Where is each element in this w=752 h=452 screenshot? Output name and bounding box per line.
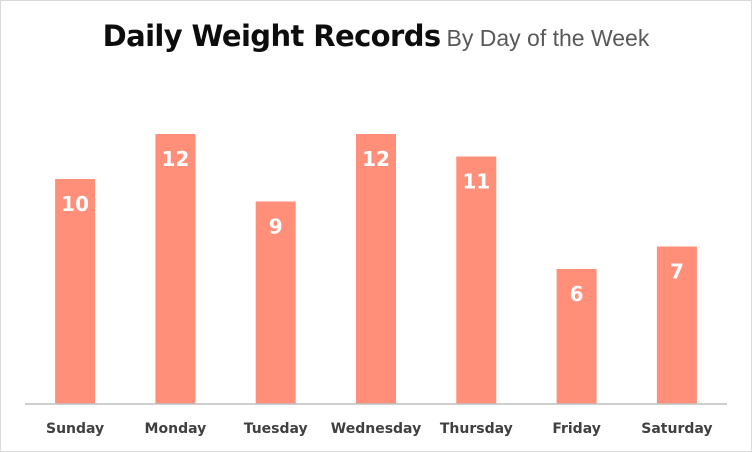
bar-friday xyxy=(556,269,597,404)
data-labels-group: 10 12 9 12 11 6 7 xyxy=(61,147,684,306)
x-tick-label-friday: Friday xyxy=(552,421,601,437)
x-tick-labels-group: Sunday Monday Tuesday Wednesday Thursday Frid… xyxy=(46,421,713,437)
chart-title-row: Daily Weight Records By Day of the Week xyxy=(1,19,751,53)
x-tick-label-saturday: Saturday xyxy=(641,421,712,437)
bar-tuesday xyxy=(255,201,296,404)
data-label-thursday: 11 xyxy=(462,170,490,194)
bar-thursday xyxy=(456,156,497,404)
data-label-wednesday: 12 xyxy=(362,147,390,171)
bar-sunday xyxy=(55,179,96,404)
chart-subtitle: By Day of the Week xyxy=(446,25,650,51)
x-tick-label-thursday: Thursday xyxy=(440,421,513,437)
data-label-monday: 12 xyxy=(161,147,189,171)
bar-saturday xyxy=(656,246,697,404)
x-tick-label-wednesday: Wednesday xyxy=(331,421,421,437)
data-label-saturday: 7 xyxy=(670,260,684,284)
bar-monday xyxy=(155,134,196,404)
bar-wednesday xyxy=(356,134,396,404)
data-label-sunday: 10 xyxy=(61,192,89,216)
data-label-tuesday: 9 xyxy=(269,215,283,239)
x-tick-label-monday: Monday xyxy=(145,421,207,437)
x-tick-label-tuesday: Tuesday xyxy=(244,421,308,437)
bars-group xyxy=(55,134,697,404)
data-label-friday: 6 xyxy=(570,282,584,306)
x-tick-label-sunday: Sunday xyxy=(46,421,104,437)
chart-title: Daily Weight Records xyxy=(102,19,441,53)
